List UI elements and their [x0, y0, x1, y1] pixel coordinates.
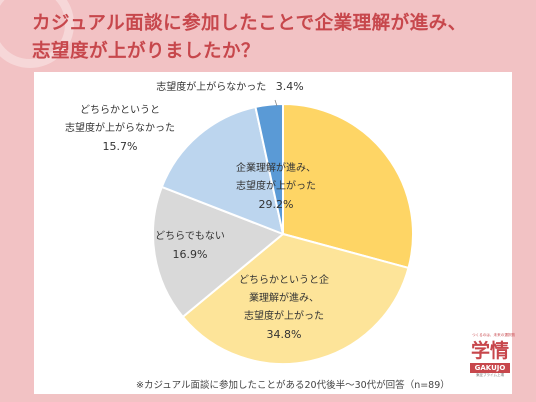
- gakujo-logo: つくるのは、未来の選択肢 学情 GAKUJO 東証プライム上場: [470, 332, 516, 378]
- slide-title: カジュアル面談に参加したことで企業理解が進み、 志望度が上がりましたか？: [32, 10, 532, 66]
- slice-label-agree-line-1: 企業理解が進み、: [236, 163, 316, 174]
- leader-line-disagree: [274, 99, 278, 107]
- slice-label-agree: 企業理解が進み、 志望度が上がった 29.2%: [216, 160, 336, 214]
- pie-chart: [152, 99, 414, 366]
- slice-label-disagree-spacer: [269, 82, 272, 93]
- slice-label-somewhat-agree-line-2: 業理解が進み、: [249, 293, 319, 304]
- slice-label-agree-percent: 29.2%: [258, 198, 294, 211]
- slice-label-somewhat-agree-line-3: 志望度が上がった: [244, 311, 324, 322]
- slice-label-agree-line-2: 志望度が上がった: [236, 181, 316, 192]
- slice-label-disagree-percent: 3.4%: [275, 80, 304, 93]
- slice-label-disagree: 志望度が上がらなかった 3.4%: [150, 78, 310, 97]
- slice-agree: [282, 102, 414, 270]
- title-line-2: 志望度が上がりましたか？: [32, 41, 261, 62]
- slice-label-somewhat-agree-line-1: どちらかというと企: [239, 275, 329, 286]
- slice-label-neutral: どちらでもない 16.9%: [140, 228, 240, 264]
- slice-label-somewhat-disagree-line-1: どちらかというと: [80, 105, 160, 116]
- slice-label-neutral-percent: 16.9%: [172, 248, 208, 261]
- slice-label-somewhat-disagree-percent: 15.7%: [102, 140, 138, 153]
- slice-label-disagree-line-1: 志望度が上がらなかった: [156, 82, 267, 93]
- logo-tagline: つくるのは、未来の選択肢: [472, 332, 516, 337]
- slice-label-somewhat-disagree: どちらかというと 志望度が上がらなかった 15.7%: [52, 102, 188, 156]
- logo-subtext: 東証プライム上場: [476, 373, 504, 377]
- slice-label-somewhat-disagree-line-2: 志望度が上がらなかった: [65, 123, 175, 134]
- slice-disagree: [254, 102, 284, 235]
- logo-wordmark: GAKUJO: [470, 363, 510, 373]
- slice-neutral: [152, 185, 285, 319]
- slice-somewhat-agree: [181, 232, 410, 366]
- logo-mark: 学情: [470, 340, 509, 362]
- slice-label-neutral-line-1: どちらでもない: [155, 231, 225, 242]
- title-line-1: カジュアル面談に参加したことで企業理解が進み、: [32, 13, 467, 34]
- footnote: ※カジュアル面談に参加したことがある20代後半～30代が回答（n=89）: [136, 380, 450, 391]
- chart-panel: 企業理解が進み、 志望度が上がった 29.2% どちらかというと企 業理解が進み…: [34, 72, 516, 394]
- slice-somewhat-disagree: [160, 105, 285, 236]
- quote-decoration: [0, 0, 74, 68]
- slice-label-somewhat-agree: どちらかというと企 業理解が進み、 志望度が上がった 34.8%: [216, 272, 352, 344]
- slice-label-somewhat-agree-percent: 34.8%: [266, 328, 302, 341]
